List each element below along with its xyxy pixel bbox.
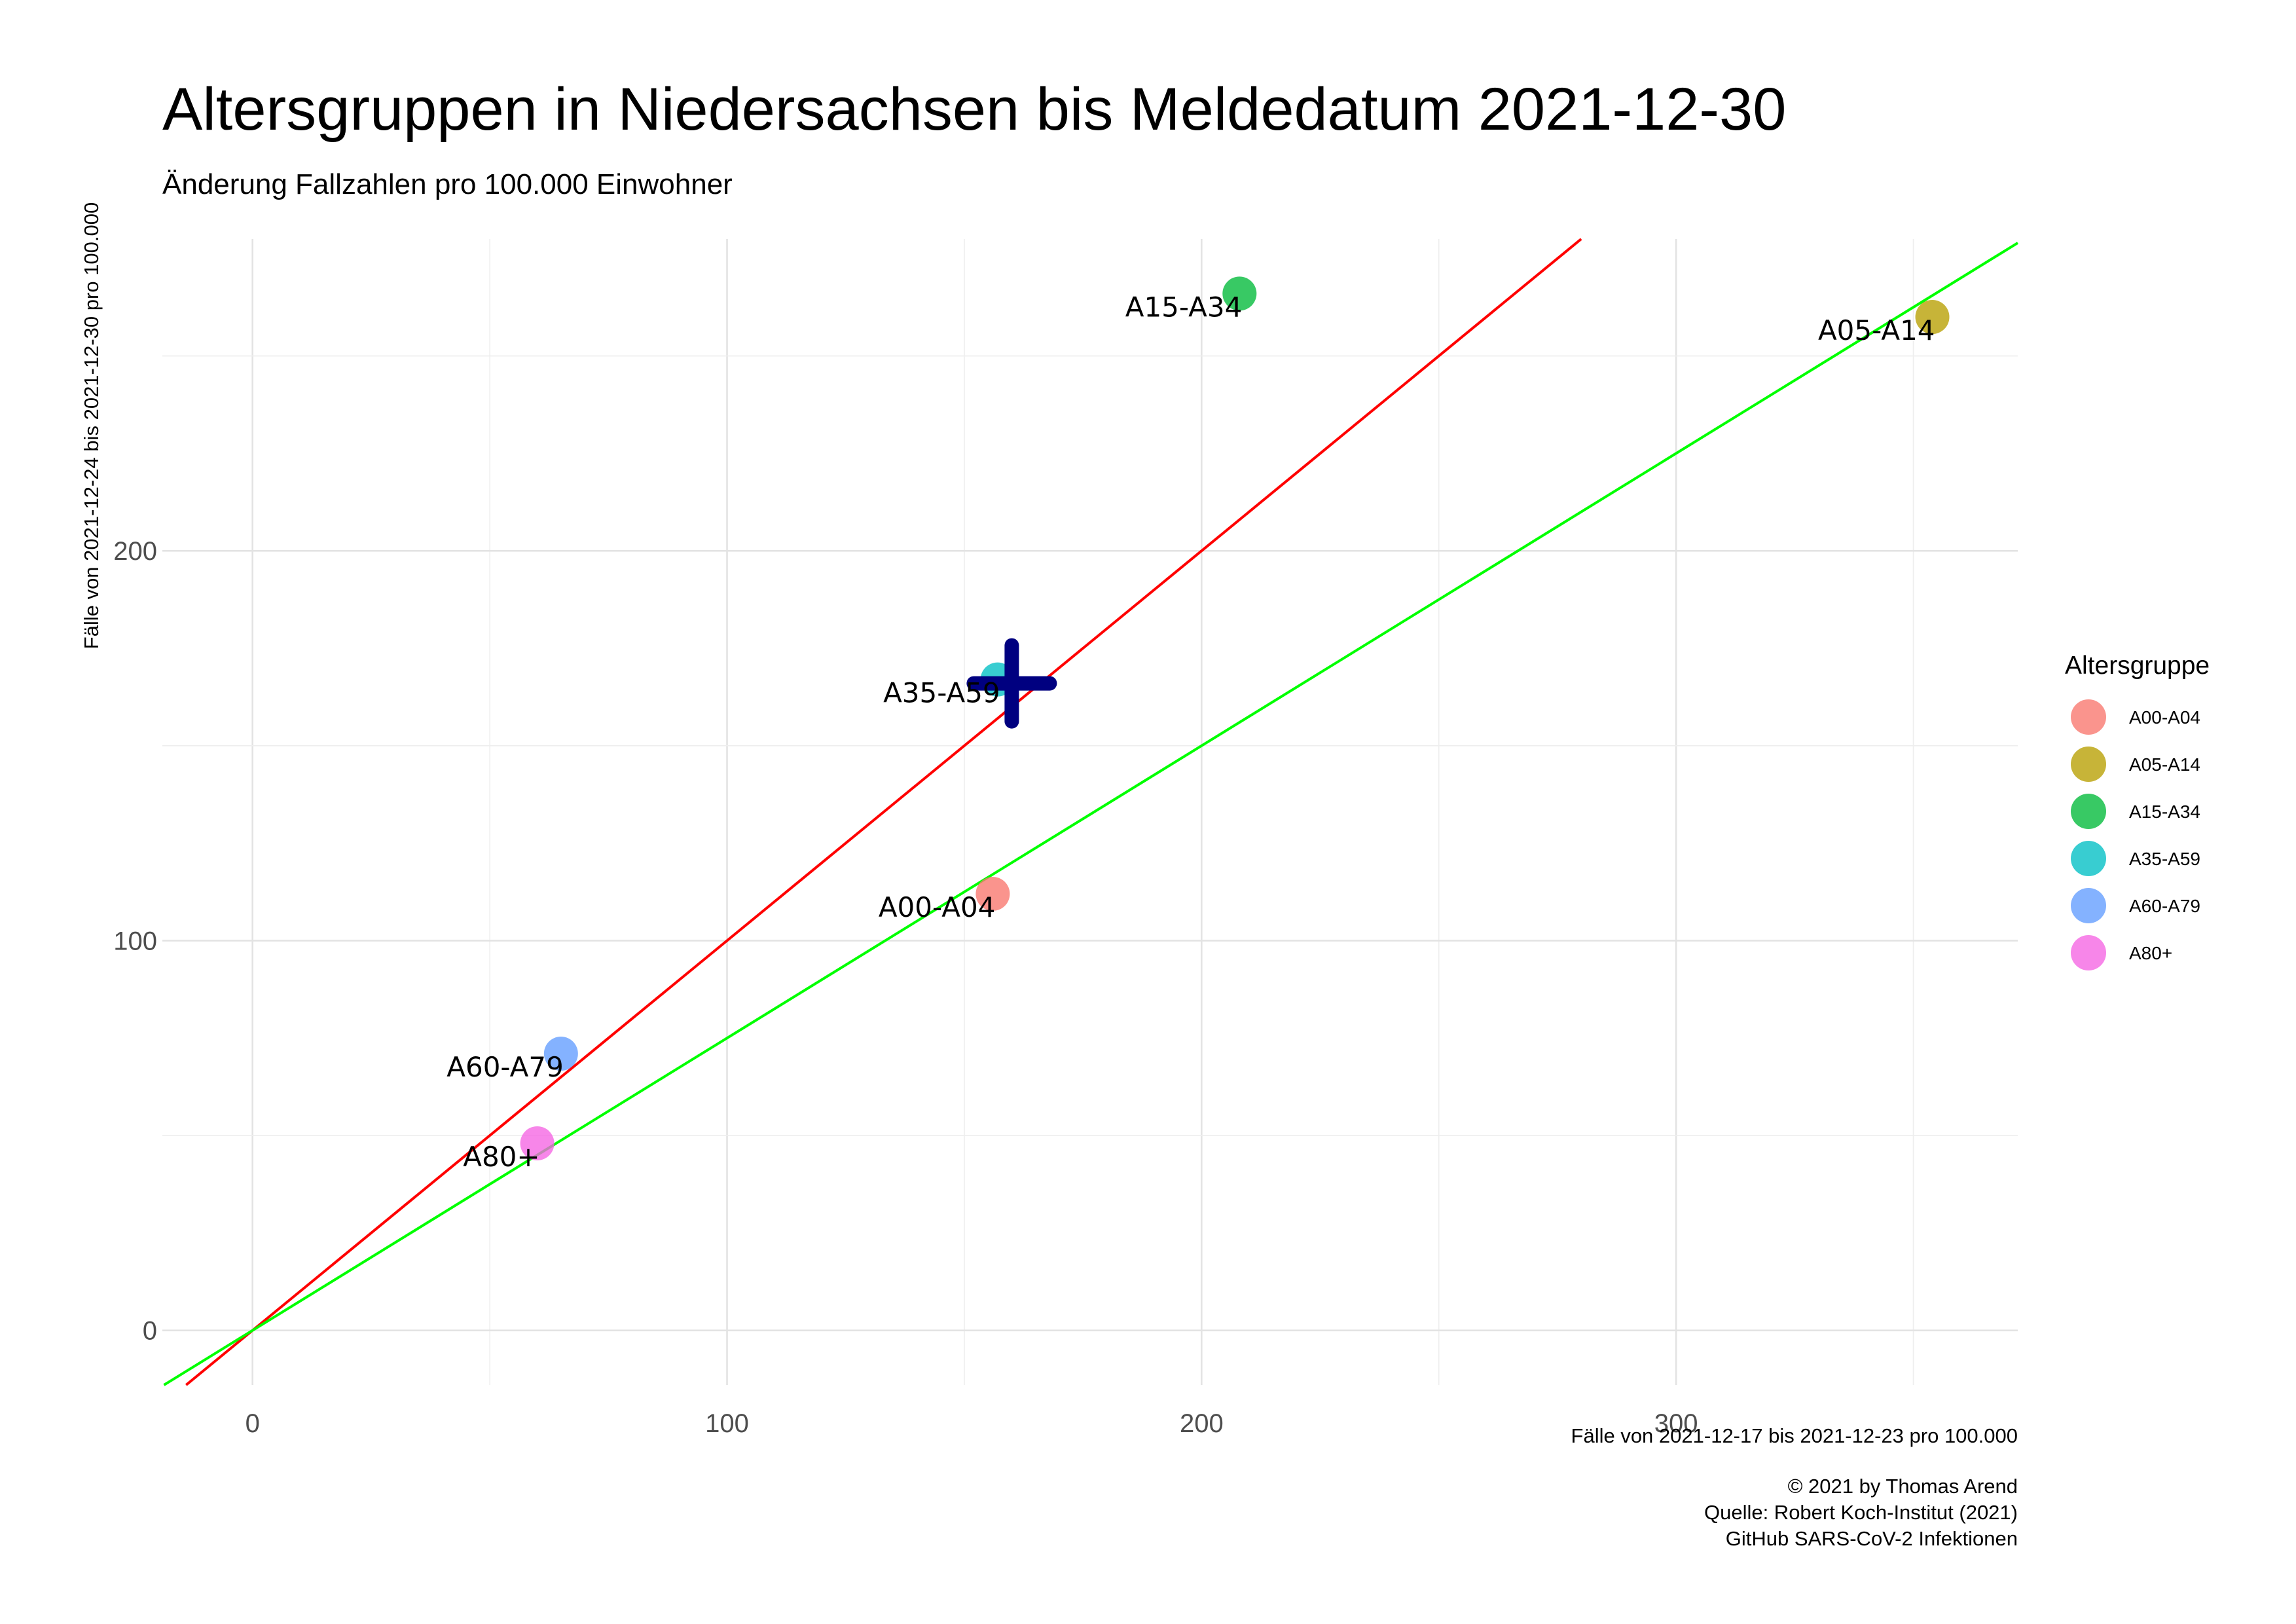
legend-title: Altersgruppe	[2065, 652, 2210, 680]
x-axis-title: Fälle von 2021-12-17 bis 2021-12-23 pro …	[1571, 1424, 2018, 1447]
data-point-a60-a79	[543, 1037, 578, 1071]
x-tick-label: 300	[1654, 1409, 1698, 1438]
data-point-a00-a04	[975, 877, 1010, 911]
data-point-a15-a34	[1222, 276, 1257, 311]
legend-key-a35-a59	[2071, 841, 2106, 876]
y-axis-title: Fälle von 2021-12-24 bis 2021-12-30 pro …	[80, 202, 103, 649]
point-label-a00-a04: A00-A04	[879, 891, 996, 923]
data-point-a05-a14	[1915, 300, 1950, 335]
legend-key-a05-a14	[2071, 747, 2106, 782]
legend-key-a60-a79	[2071, 888, 2106, 923]
legend-key-a00-a04	[2071, 699, 2106, 735]
x-tick-label: 200	[1180, 1409, 1224, 1438]
legend-label-a60-a79: A60-A79	[2129, 896, 2200, 916]
point-label-a60-a79: A60-A79	[446, 1051, 564, 1083]
legend: A00-A04 A05-A14 A15-A34 A35-A59 A60-A79 A80+	[2071, 699, 2200, 970]
legend-label-a05-a14: A05-A14	[2129, 754, 2200, 775]
legend-key-a80plus	[2071, 935, 2106, 970]
caption-source: Quelle: Robert Koch-Institut (2021)	[1704, 1501, 2018, 1524]
chart-subtitle: Änderung Fallzahlen pro 100.000 Einwohne…	[162, 168, 733, 200]
legend-label-a80plus: A80+	[2129, 943, 2172, 963]
axis-ticks: 0 100 200 300 0 100 200	[113, 537, 1698, 1438]
chart-title: Altersgruppen in Niedersachsen bis Melde…	[162, 76, 1786, 143]
caption-github: GitHub SARS-CoV-2 Infektionen	[1726, 1527, 2018, 1550]
data-point-a80plus	[520, 1126, 555, 1160]
point-label-a05-a14: A05-A14	[1818, 314, 1935, 346]
caption-copyright: © 2021 by Thomas Arend	[1788, 1475, 2018, 1498]
point-label-a80plus: A80+	[463, 1141, 539, 1173]
overall-marker	[966, 638, 1057, 729]
point-labels: A00-A04 A05-A14 A15-A34 A35-A59 A60-A79 A80+	[446, 291, 1935, 1173]
y-tick-label: 200	[113, 537, 157, 566]
point-label-a15-a34: A15-A34	[1125, 291, 1243, 323]
y-tick-label: 0	[143, 1317, 157, 1346]
y-tick-label: 100	[113, 927, 157, 955]
reference-line-slope-1	[185, 238, 1582, 1386]
grid	[162, 239, 2018, 1385]
reference-lines	[163, 238, 2019, 1386]
legend-key-a15-a34	[2071, 794, 2106, 829]
data-points	[520, 276, 1950, 1160]
x-tick-label: 0	[246, 1409, 260, 1438]
legend-label-a35-a59: A35-A59	[2129, 849, 2200, 869]
reference-line-slope-0-75	[163, 242, 2019, 1386]
point-label-a35-a59: A35-A59	[883, 677, 1000, 709]
x-tick-label: 100	[705, 1409, 749, 1438]
legend-label-a00-a04: A00-A04	[2129, 707, 2200, 728]
legend-label-a15-a34: A15-A34	[2129, 802, 2200, 822]
